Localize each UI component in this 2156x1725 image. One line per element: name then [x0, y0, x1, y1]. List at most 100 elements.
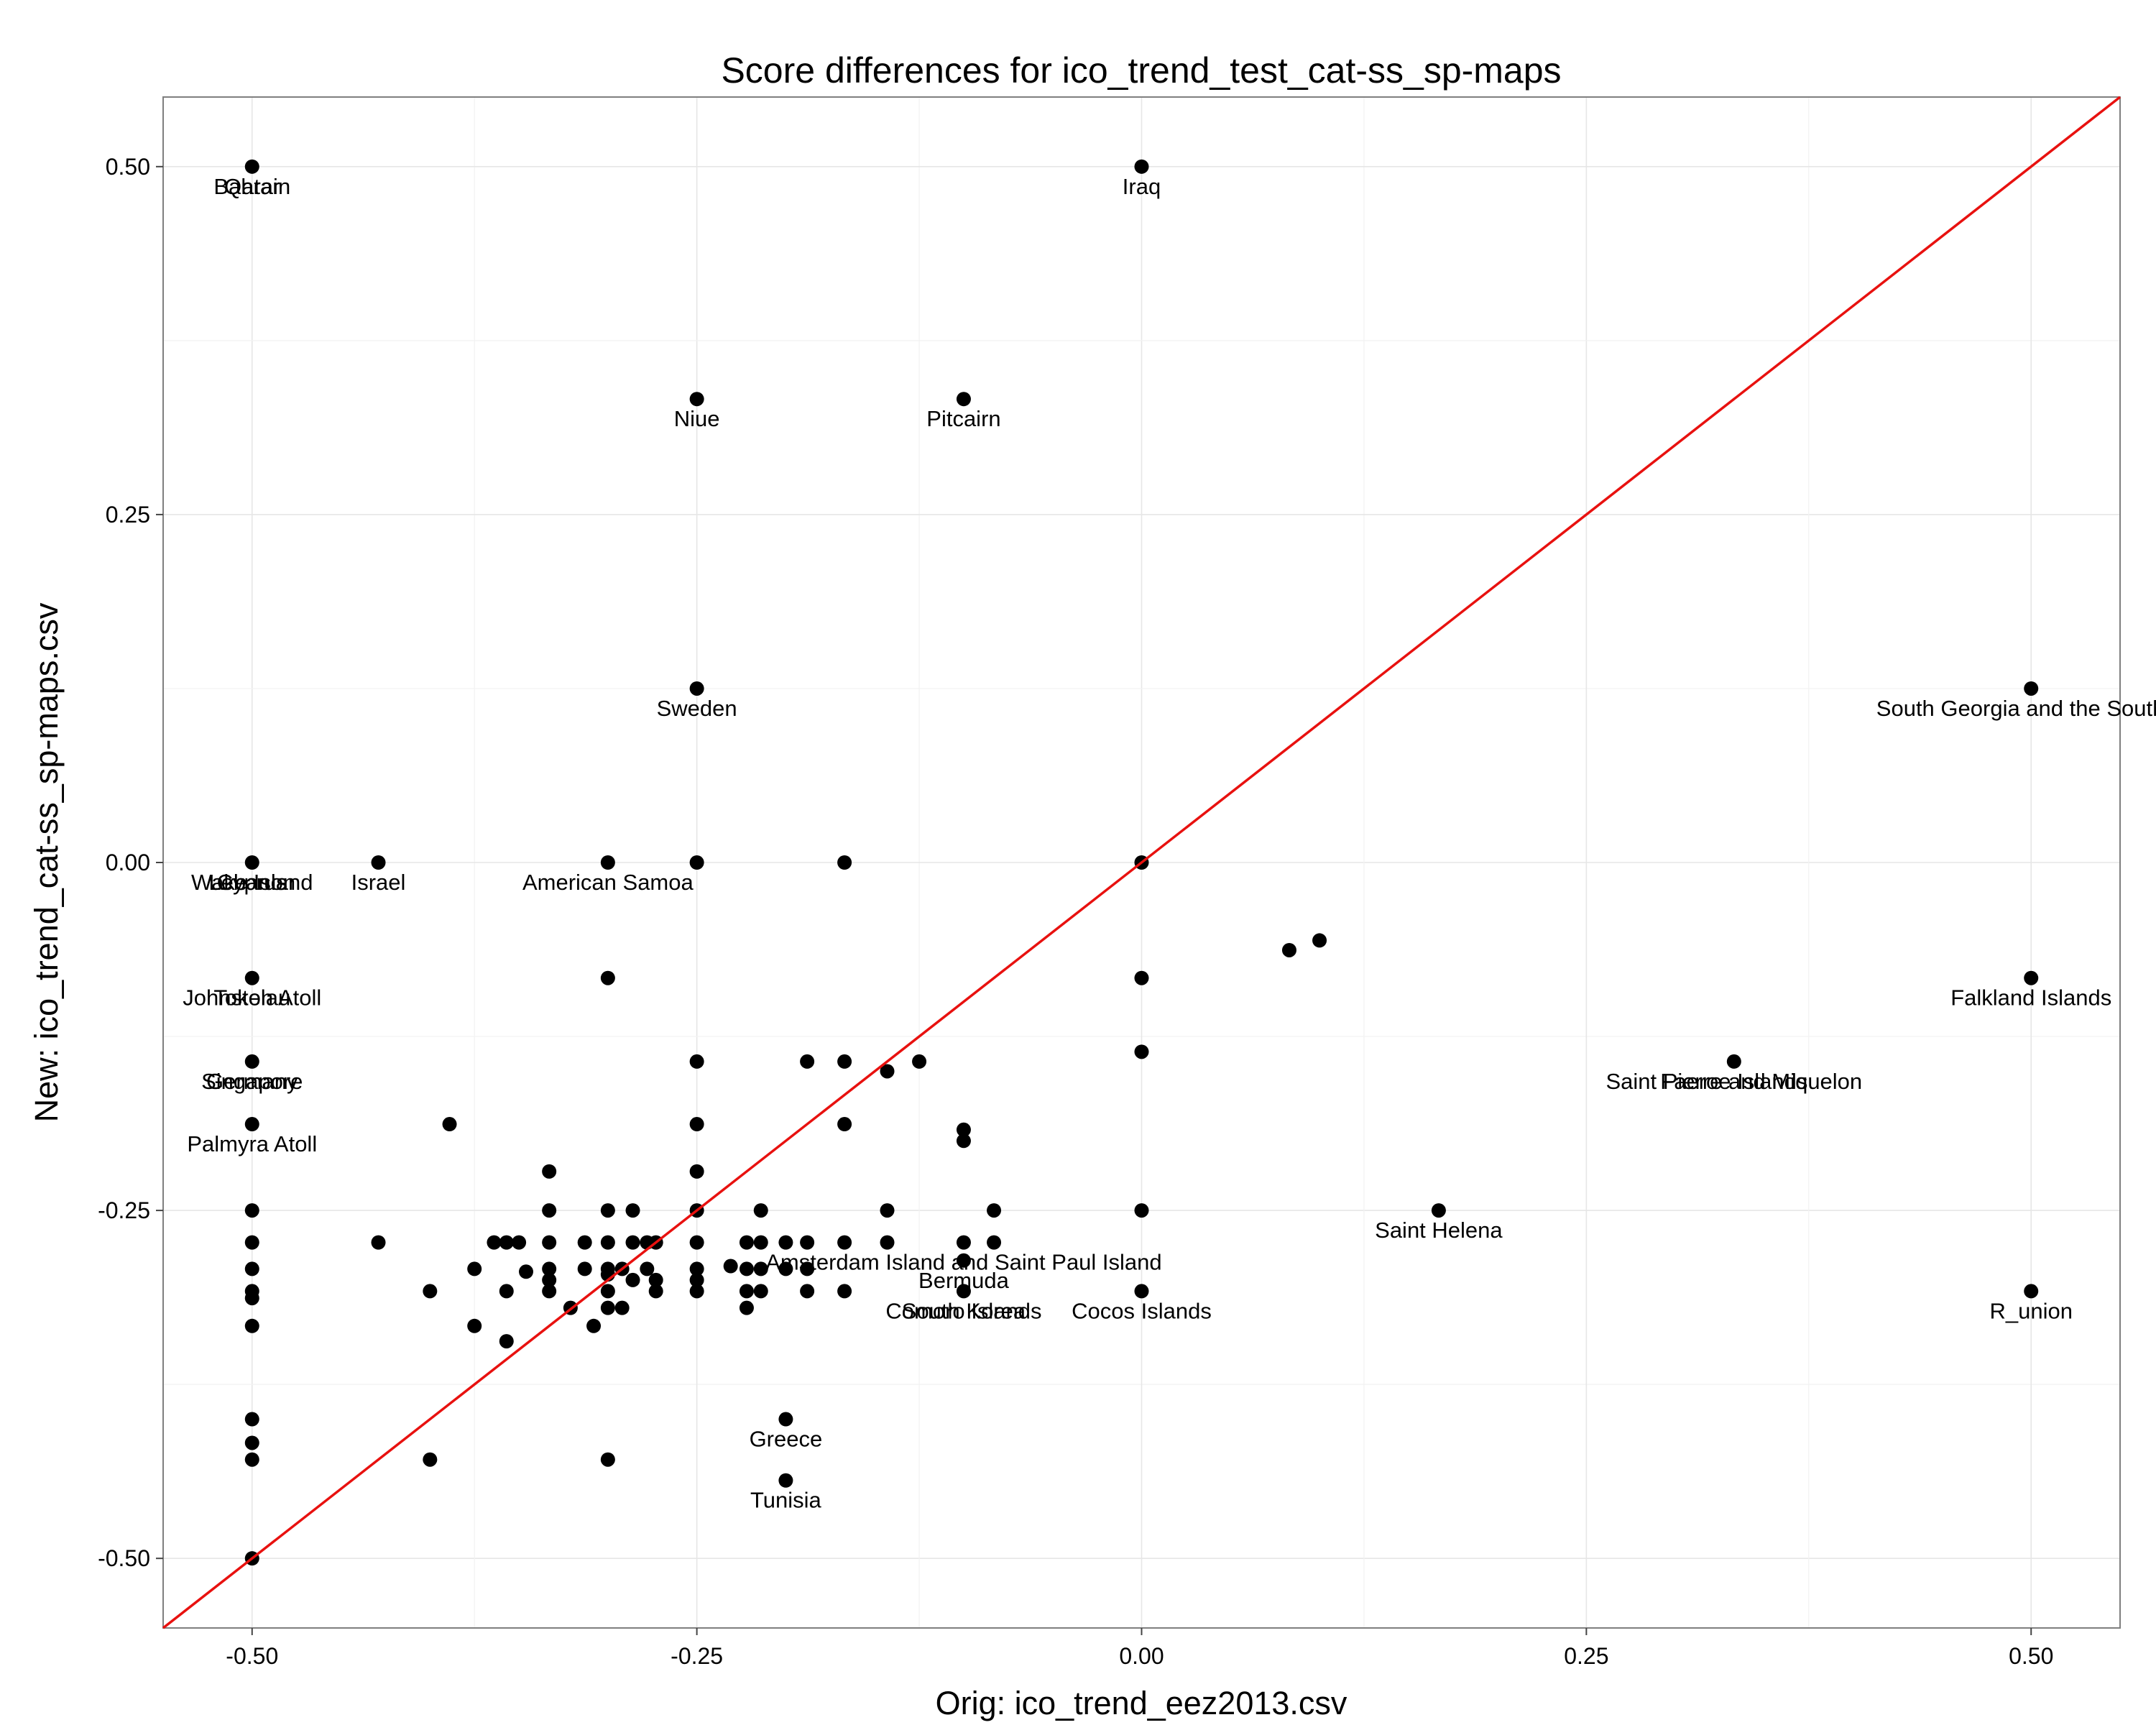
data-point: [512, 1235, 527, 1250]
data-point: [1134, 1284, 1149, 1299]
point-label: South Georgia and the South S: [1876, 696, 2156, 721]
data-point: [1281, 942, 1296, 957]
data-point: [956, 1235, 971, 1250]
data-point: [442, 1117, 457, 1132]
data-point: [542, 1261, 557, 1276]
x-axis-label: Orig: ico_trend_eez2013.csv: [936, 1685, 1348, 1721]
data-point: [1134, 159, 1149, 174]
point-label: Germany: [206, 1069, 298, 1094]
point-label: Cyprus: [217, 870, 287, 895]
data-point: [1312, 933, 1327, 948]
data-point: [1134, 1203, 1149, 1218]
data-point: [600, 970, 615, 985]
y-tick-label: 0.00: [106, 850, 150, 875]
data-point: [956, 1253, 971, 1268]
data-point: [753, 1261, 768, 1276]
point-label: Sweden: [657, 696, 737, 721]
data-point: [689, 1054, 704, 1069]
data-point: [648, 1272, 663, 1287]
data-point: [837, 855, 852, 870]
data-point: [499, 1284, 514, 1299]
data-point: [600, 1452, 615, 1467]
data-point: [778, 1412, 793, 1427]
point-label: South Korea: [902, 1298, 1026, 1323]
point-label: Bahrain: [213, 174, 290, 199]
axis-ticks: -0.50 -0.25 0.00 0.25 0.50 -0.50 -0.25 0.00 0.25…: [98, 154, 2053, 1669]
data-point: [244, 1117, 259, 1132]
data-point: [689, 1235, 704, 1250]
data-point: [2024, 970, 2039, 985]
point-label: Comoro Islands: [885, 1298, 1041, 1323]
point-label: Singapore: [201, 1069, 303, 1094]
point-label: American Samoa: [522, 870, 694, 895]
data-point: [2024, 681, 2039, 696]
data-point: [244, 1203, 259, 1218]
point-label: Johnston Atoll: [183, 985, 321, 1011]
data-point: [600, 1284, 615, 1299]
data-point: [837, 1117, 852, 1132]
data-point: [467, 1318, 482, 1333]
data-point: [753, 1203, 768, 1218]
data-point: [577, 1261, 592, 1276]
data-point: [739, 1261, 754, 1276]
data-point: [542, 1164, 557, 1179]
data-point: [956, 392, 971, 407]
x-tick-label: 0.25: [1564, 1643, 1608, 1669]
data-point: [600, 1203, 615, 1218]
data-point: [625, 1235, 640, 1250]
data-point: [244, 970, 259, 985]
data-point: [577, 1235, 592, 1250]
data-point: [600, 855, 615, 870]
data-point: [837, 1054, 852, 1069]
identity-line: [162, 96, 2122, 1629]
data-point: [244, 1054, 259, 1069]
data-point: [837, 1284, 852, 1299]
point-label: Qatar: [224, 174, 280, 199]
x-tick-label: 0.00: [1119, 1643, 1164, 1669]
data-point: [371, 1235, 386, 1250]
data-point: [614, 1300, 630, 1315]
data-point: [518, 1264, 533, 1279]
y-tick-label: -0.50: [98, 1545, 150, 1571]
data-point: [689, 1164, 704, 1179]
point-label: Bermuda: [918, 1268, 1010, 1293]
point-label: Israel: [351, 870, 406, 895]
data-point: [880, 1235, 895, 1250]
y-tick-label: 0.25: [106, 502, 150, 528]
data-point: [689, 1261, 704, 1276]
data-point: [723, 1259, 738, 1274]
y-axis-label: New: ico_trend_cat-ss_sp-maps.csv: [28, 602, 65, 1122]
point-label: R_union: [1989, 1298, 2072, 1323]
data-point: [244, 1435, 259, 1450]
data-point: [542, 1284, 557, 1299]
data-point: [800, 1284, 815, 1299]
chart-title: Score differences for ico_trend_test_cat…: [721, 50, 1561, 91]
data-point: [625, 1203, 640, 1218]
point-label: Palmyra Atoll: [187, 1131, 317, 1156]
data-point: [800, 1261, 815, 1276]
data-point: [1431, 1203, 1446, 1218]
point-label: Saint Pierre and Miquelon: [1606, 1069, 1862, 1094]
data-point: [778, 1473, 793, 1488]
point-label: Tunisia: [750, 1488, 822, 1513]
point-label: Iraq: [1123, 174, 1161, 199]
data-point: [880, 1203, 895, 1218]
data-point: [244, 1412, 259, 1427]
data-point: [912, 1054, 927, 1069]
x-tick-label: 0.50: [2009, 1643, 2053, 1669]
point-label: Niue: [674, 406, 720, 431]
data-point: [778, 1261, 793, 1276]
data-point: [244, 1318, 259, 1333]
data-point: [778, 1235, 793, 1250]
data-point: [956, 1133, 971, 1149]
data-point: [739, 1235, 754, 1250]
point-label: Pitcairn: [926, 406, 1000, 431]
data-point: [371, 855, 386, 870]
data-point: [423, 1284, 438, 1299]
data-point: [689, 1117, 704, 1132]
data-point: [987, 1203, 1002, 1218]
data-point: [880, 1064, 895, 1079]
data-point: [956, 1284, 971, 1299]
data-point: [586, 1318, 602, 1333]
